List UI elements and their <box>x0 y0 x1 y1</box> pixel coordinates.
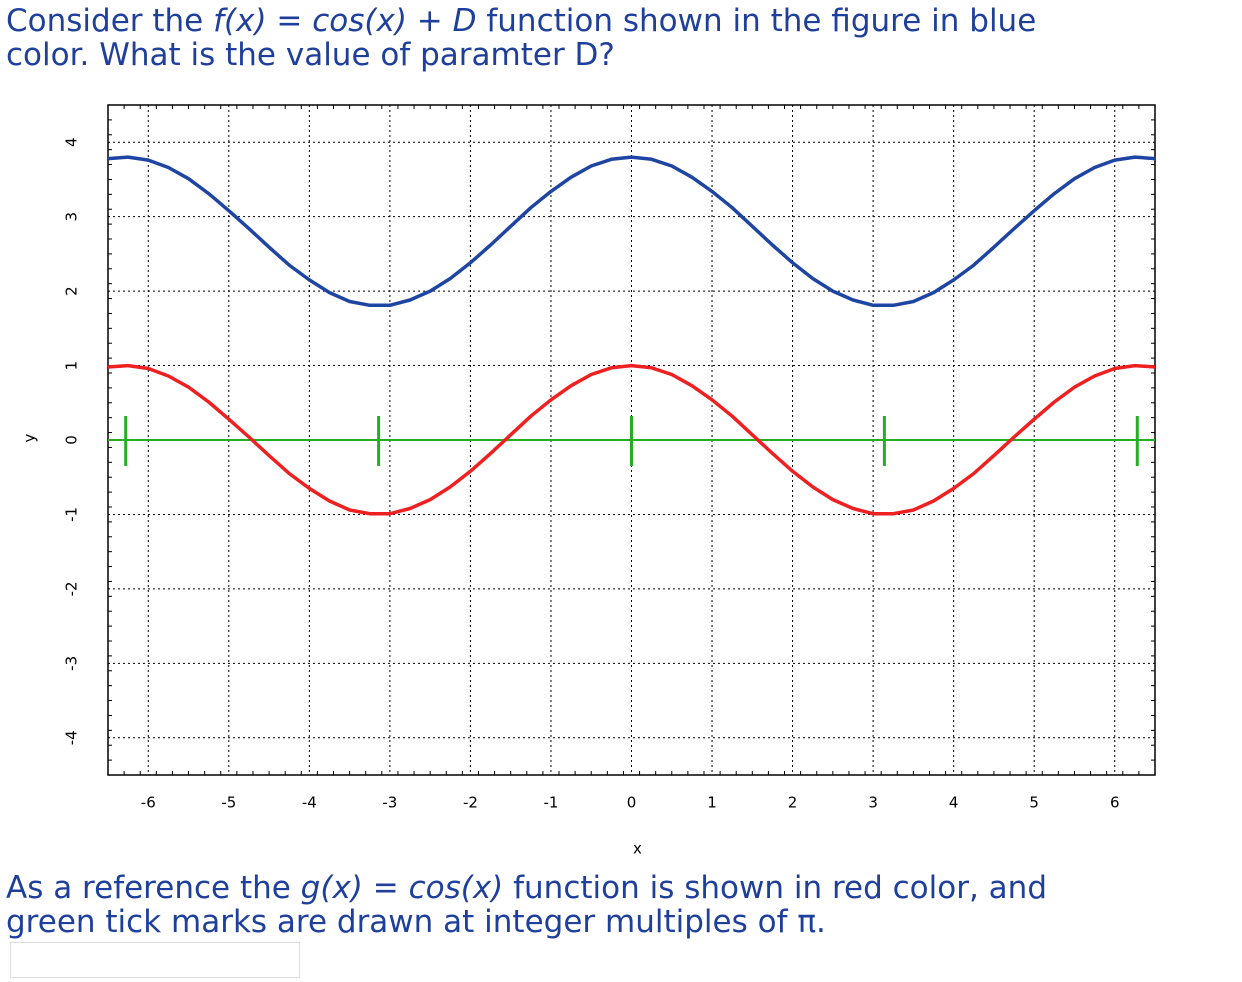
x-axis-label: x <box>633 840 642 858</box>
curve <box>107 363 1156 516</box>
y-tick-label: 3 <box>63 212 81 222</box>
chart: -6 -5 -4 -3 -2 -1 0 1 2 3 4 5 6 -4 -3 -2 -1 0 1 2 3 4 x y <box>21 104 1156 858</box>
text: function is shown in red color, and <box>503 870 1047 906</box>
y-tick-label: -3 <box>63 656 81 671</box>
x-tick-label: 1 <box>707 794 717 812</box>
question-line: Consider the f(x) = cos(x) + D function … <box>6 4 1036 38</box>
x-tick-label: -2 <box>463 794 478 812</box>
x-tick-label: 6 <box>1110 794 1120 812</box>
x-tick-label: 4 <box>949 794 959 812</box>
note-line: As a reference the g(x) = cos(x) functio… <box>6 871 1047 905</box>
y-tick-label: -1 <box>63 507 81 522</box>
x-tick-label: -3 <box>382 794 397 812</box>
y-tick-label: -2 <box>63 581 81 596</box>
x-tick-label: 5 <box>1029 794 1039 812</box>
x-tick-label: -5 <box>221 794 236 812</box>
text: Consider the <box>6 3 214 39</box>
text: As a reference the <box>6 870 301 906</box>
y-tick-label: 0 <box>63 435 81 445</box>
y-tick-label: -4 <box>63 730 81 745</box>
y-tick-label: 2 <box>63 286 81 296</box>
math: g(x) = cos(x) <box>300 870 504 906</box>
y-tick-label: 1 <box>63 361 81 371</box>
x-tick-label: 3 <box>868 794 878 812</box>
x-tick-label: 0 <box>627 794 637 812</box>
y-axis-label: y <box>21 433 39 442</box>
x-tick-label: 2 <box>788 794 798 812</box>
math: f(x) = cos(x) + D <box>213 3 477 39</box>
note-line: green tick marks are drawn at integer mu… <box>6 904 826 940</box>
text: function shown in the figure in blue <box>476 3 1037 39</box>
x-tick-label: -6 <box>141 794 156 812</box>
x-tick-label: -4 <box>302 794 317 812</box>
curve <box>107 155 1156 308</box>
y-tick-label: 4 <box>63 137 81 147</box>
x-tick-label: -1 <box>543 794 558 812</box>
question-line: color. What is the value of paramter D? <box>6 37 615 73</box>
answer-input[interactable] <box>10 942 300 978</box>
